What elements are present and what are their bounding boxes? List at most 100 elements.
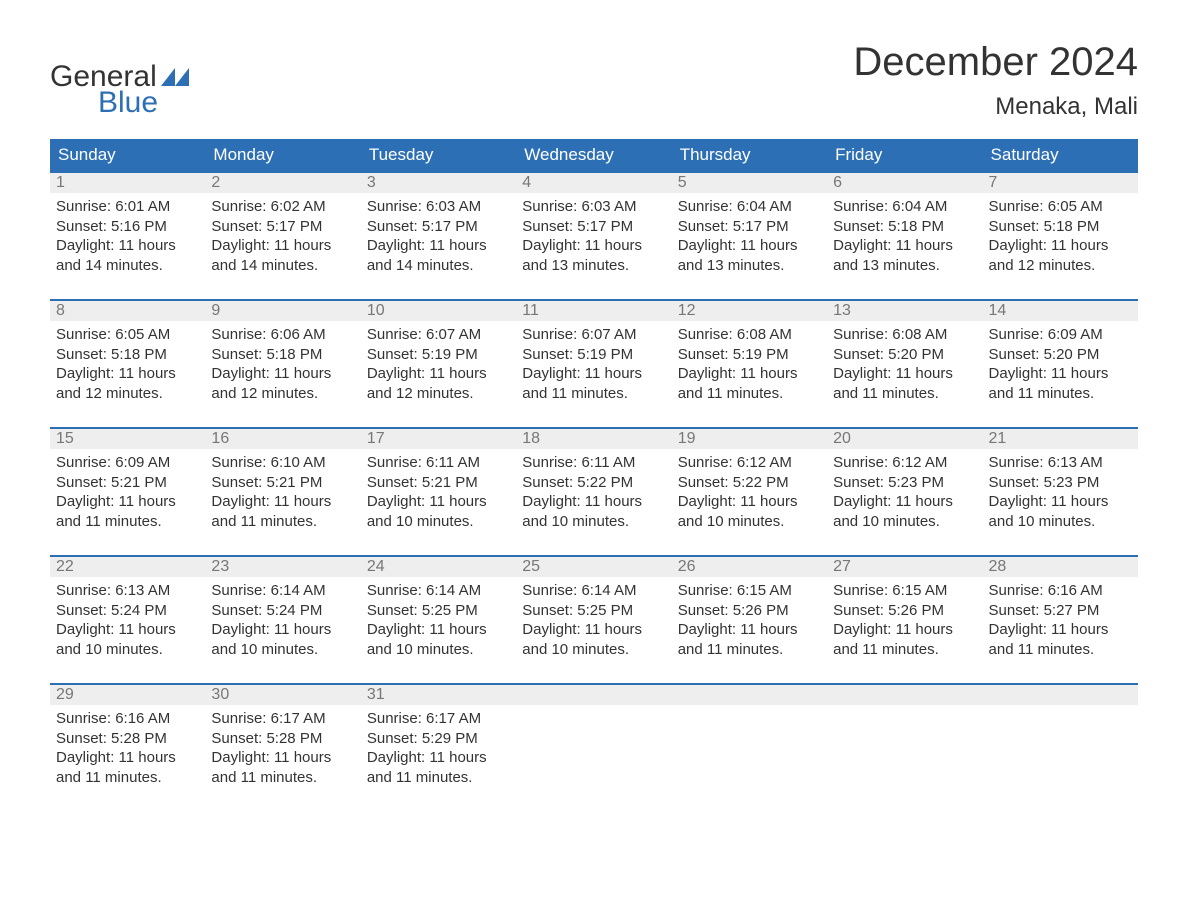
- sunset-line: Sunset: 5:28 PM: [56, 729, 199, 749]
- calendar-day-cell: 29Sunrise: 6:16 AMSunset: 5:28 PMDayligh…: [50, 683, 205, 811]
- calendar-table: SundayMondayTuesdayWednesdayThursdayFrid…: [50, 139, 1138, 811]
- sunrise-line: Sunrise: 6:13 AM: [56, 581, 199, 601]
- daylight-line-2: and 13 minutes.: [833, 256, 976, 276]
- calendar-day-cell: [672, 683, 827, 811]
- brand-logo: General Blue: [50, 40, 189, 120]
- daylight-line-1: Daylight: 11 hours: [367, 620, 510, 640]
- daylight-line-2: and 10 minutes.: [367, 512, 510, 532]
- calendar-day-cell: 19Sunrise: 6:12 AMSunset: 5:22 PMDayligh…: [672, 427, 827, 555]
- sunrise-line: Sunrise: 6:07 AM: [367, 325, 510, 345]
- sunrise-line: Sunrise: 6:16 AM: [989, 581, 1132, 601]
- daylight-line-1: Daylight: 11 hours: [989, 236, 1132, 256]
- day-details: Sunrise: 6:04 AMSunset: 5:18 PMDaylight:…: [827, 193, 982, 279]
- daylight-line-2: and 12 minutes.: [989, 256, 1132, 276]
- day-number: [983, 683, 1138, 705]
- daylight-line-2: and 14 minutes.: [211, 256, 354, 276]
- calendar-week-row: 1Sunrise: 6:01 AMSunset: 5:16 PMDaylight…: [50, 171, 1138, 299]
- calendar-day-cell: [516, 683, 671, 811]
- daylight-line-2: and 11 minutes.: [211, 512, 354, 532]
- day-details: Sunrise: 6:09 AMSunset: 5:20 PMDaylight:…: [983, 321, 1138, 407]
- daylight-line-1: Daylight: 11 hours: [522, 364, 665, 384]
- sunrise-line: Sunrise: 6:11 AM: [367, 453, 510, 473]
- calendar-day-cell: 30Sunrise: 6:17 AMSunset: 5:28 PMDayligh…: [205, 683, 360, 811]
- day-details: Sunrise: 6:16 AMSunset: 5:27 PMDaylight:…: [983, 577, 1138, 663]
- daylight-line-2: and 10 minutes.: [678, 512, 821, 532]
- sunset-line: Sunset: 5:26 PM: [833, 601, 976, 621]
- calendar-day-cell: 22Sunrise: 6:13 AMSunset: 5:24 PMDayligh…: [50, 555, 205, 683]
- day-details: Sunrise: 6:11 AMSunset: 5:21 PMDaylight:…: [361, 449, 516, 535]
- daylight-line-1: Daylight: 11 hours: [367, 748, 510, 768]
- sunset-line: Sunset: 5:21 PM: [367, 473, 510, 493]
- sunrise-line: Sunrise: 6:14 AM: [522, 581, 665, 601]
- sunset-line: Sunset: 5:19 PM: [367, 345, 510, 365]
- daylight-line-1: Daylight: 11 hours: [989, 492, 1132, 512]
- day-number: 2: [205, 171, 360, 193]
- day-details: Sunrise: 6:09 AMSunset: 5:21 PMDaylight:…: [50, 449, 205, 535]
- sunset-line: Sunset: 5:25 PM: [522, 601, 665, 621]
- daylight-line-2: and 11 minutes.: [989, 384, 1132, 404]
- location-text: Menaka, Mali: [853, 93, 1138, 121]
- daylight-line-2: and 11 minutes.: [367, 768, 510, 788]
- daylight-line-2: and 11 minutes.: [56, 512, 199, 532]
- sunset-line: Sunset: 5:16 PM: [56, 217, 199, 237]
- day-details: Sunrise: 6:12 AMSunset: 5:22 PMDaylight:…: [672, 449, 827, 535]
- daylight-line-2: and 11 minutes.: [56, 768, 199, 788]
- sunset-line: Sunset: 5:24 PM: [56, 601, 199, 621]
- calendar-day-cell: 2Sunrise: 6:02 AMSunset: 5:17 PMDaylight…: [205, 171, 360, 299]
- day-number: 25: [516, 555, 671, 577]
- calendar-week-row: 15Sunrise: 6:09 AMSunset: 5:21 PMDayligh…: [50, 427, 1138, 555]
- daylight-line-1: Daylight: 11 hours: [833, 620, 976, 640]
- daylight-line-1: Daylight: 11 hours: [56, 620, 199, 640]
- daylight-line-1: Daylight: 11 hours: [211, 748, 354, 768]
- day-number: 13: [827, 299, 982, 321]
- weekday-header: Thursday: [672, 139, 827, 171]
- day-details: Sunrise: 6:17 AMSunset: 5:28 PMDaylight:…: [205, 705, 360, 791]
- day-details: Sunrise: 6:06 AMSunset: 5:18 PMDaylight:…: [205, 321, 360, 407]
- daylight-line-1: Daylight: 11 hours: [211, 364, 354, 384]
- calendar-day-cell: 1Sunrise: 6:01 AMSunset: 5:16 PMDaylight…: [50, 171, 205, 299]
- day-number: 14: [983, 299, 1138, 321]
- sunrise-line: Sunrise: 6:06 AM: [211, 325, 354, 345]
- sunset-line: Sunset: 5:23 PM: [833, 473, 976, 493]
- calendar-day-cell: 28Sunrise: 6:16 AMSunset: 5:27 PMDayligh…: [983, 555, 1138, 683]
- calendar-day-cell: 23Sunrise: 6:14 AMSunset: 5:24 PMDayligh…: [205, 555, 360, 683]
- sunset-line: Sunset: 5:21 PM: [56, 473, 199, 493]
- sunrise-line: Sunrise: 6:09 AM: [989, 325, 1132, 345]
- daylight-line-1: Daylight: 11 hours: [522, 492, 665, 512]
- daylight-line-2: and 11 minutes.: [522, 384, 665, 404]
- day-details: Sunrise: 6:12 AMSunset: 5:23 PMDaylight:…: [827, 449, 982, 535]
- sunrise-line: Sunrise: 6:04 AM: [678, 197, 821, 217]
- brand-flag-icon: [161, 68, 189, 86]
- daylight-line-1: Daylight: 11 hours: [989, 620, 1132, 640]
- day-details: Sunrise: 6:02 AMSunset: 5:17 PMDaylight:…: [205, 193, 360, 279]
- daylight-line-1: Daylight: 11 hours: [678, 364, 821, 384]
- daylight-line-1: Daylight: 11 hours: [989, 364, 1132, 384]
- sunrise-line: Sunrise: 6:07 AM: [522, 325, 665, 345]
- sunrise-line: Sunrise: 6:17 AM: [211, 709, 354, 729]
- calendar-day-cell: 3Sunrise: 6:03 AMSunset: 5:17 PMDaylight…: [361, 171, 516, 299]
- day-number: 24: [361, 555, 516, 577]
- daylight-line-2: and 10 minutes.: [522, 512, 665, 532]
- sunrise-line: Sunrise: 6:15 AM: [833, 581, 976, 601]
- daylight-line-1: Daylight: 11 hours: [56, 492, 199, 512]
- daylight-line-2: and 11 minutes.: [833, 640, 976, 660]
- day-number: 28: [983, 555, 1138, 577]
- day-number: 17: [361, 427, 516, 449]
- calendar-day-cell: 10Sunrise: 6:07 AMSunset: 5:19 PMDayligh…: [361, 299, 516, 427]
- daylight-line-1: Daylight: 11 hours: [678, 620, 821, 640]
- day-number: [672, 683, 827, 705]
- day-number: 19: [672, 427, 827, 449]
- day-details: Sunrise: 6:13 AMSunset: 5:24 PMDaylight:…: [50, 577, 205, 663]
- day-number: [827, 683, 982, 705]
- sunset-line: Sunset: 5:17 PM: [367, 217, 510, 237]
- day-number: 29: [50, 683, 205, 705]
- sunrise-line: Sunrise: 6:09 AM: [56, 453, 199, 473]
- weekday-header: Friday: [827, 139, 982, 171]
- day-number: 5: [672, 171, 827, 193]
- sunset-line: Sunset: 5:21 PM: [211, 473, 354, 493]
- day-number: 6: [827, 171, 982, 193]
- calendar-day-cell: 4Sunrise: 6:03 AMSunset: 5:17 PMDaylight…: [516, 171, 671, 299]
- calendar-week-row: 8Sunrise: 6:05 AMSunset: 5:18 PMDaylight…: [50, 299, 1138, 427]
- weekday-header-row: SundayMondayTuesdayWednesdayThursdayFrid…: [50, 139, 1138, 171]
- daylight-line-2: and 10 minutes.: [367, 640, 510, 660]
